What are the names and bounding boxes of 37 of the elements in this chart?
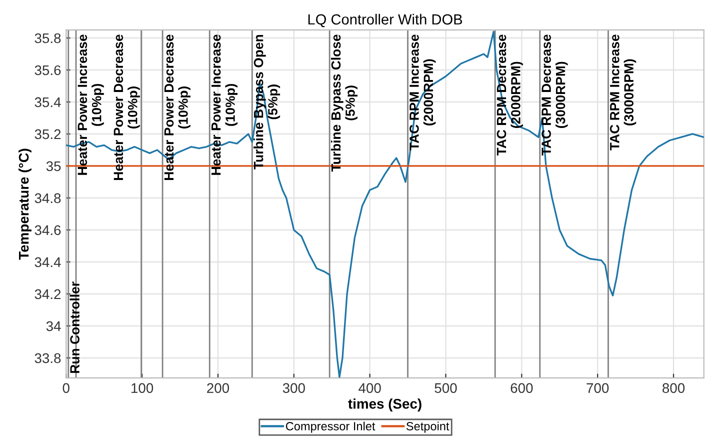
x-tick-label: 700 [586, 383, 609, 393]
x-tick-label: 500 [434, 383, 457, 393]
x-tick-label: 300 [282, 383, 305, 393]
ref-line-label: Heater Power Increase (10%p) [211, 34, 238, 175]
y-tick-label: 35.4 [34, 97, 61, 108]
ref-line-label: Heater Power Increase (10%p) [78, 34, 104, 175]
x-tick-label: 400 [358, 383, 381, 393]
ref-line-label: Heater Power Decrease (10%p) [114, 34, 140, 180]
line-series [66, 30, 704, 378]
y-tick-label: 35 [46, 161, 61, 172]
y-tick-label: 33.8 [34, 353, 61, 364]
y-axis-title: Temperature (°C) [18, 148, 32, 260]
legend-label: Setpoint [406, 422, 450, 433]
ref-line-label: TAC RPM Decrease (2000RPM) [496, 34, 523, 156]
ref-line-label: Turbine Bypass Open (5%p) [254, 34, 280, 170]
x-tick-label: 600 [510, 383, 533, 393]
x-tick-label: 800 [662, 383, 685, 393]
ref-line-label: Run Controller [70, 282, 80, 373]
y-tick-label: 35.6 [34, 65, 61, 76]
y-tick-label: 34.4 [34, 257, 61, 268]
legend-label: Compressor Inlet [286, 422, 376, 433]
x-axis-title: times (Sec) [348, 398, 422, 412]
ref-line-label: TAC RPM Increase (3000RPM) [610, 34, 636, 150]
x-tick-label: 0 [62, 383, 70, 393]
y-tick-label: 34.8 [34, 193, 61, 204]
chart-title: LQ Controller With DOB [308, 14, 462, 28]
ref-line-label: TAC RPM Decrease (3000RPM) [542, 34, 568, 156]
y-tick-label: 35.2 [34, 129, 61, 140]
ref-line-label: Turbine Bypass Close (5%p) [330, 34, 358, 172]
y-tick-label: 34.6 [34, 225, 61, 236]
y-tick-label: 34 [46, 321, 61, 332]
y-tick-label: 35.8 [34, 33, 61, 44]
x-tick-label: 100 [132, 383, 154, 393]
y-tick-label: 34.2 [34, 289, 61, 300]
ref-line-label: Heater Power Decrease (10%p) [164, 34, 190, 180]
x-tick-label: 200 [207, 383, 230, 393]
ref-line-label: TAC RPM Increase (2000RPM) [410, 34, 436, 150]
